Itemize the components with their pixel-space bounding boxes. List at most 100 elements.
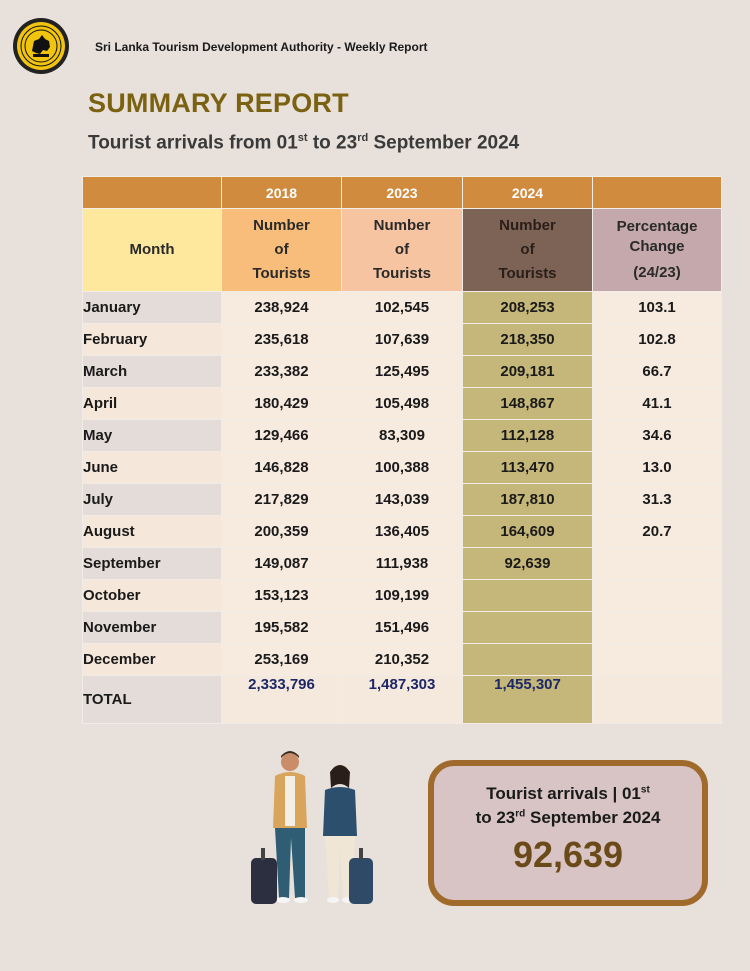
summary-line-2: to 23rd September 2024 [434,808,702,828]
value-2018-cell: 149,087 [221,547,342,580]
total-2023: 1,487,303 [341,675,463,724]
page-title: SUMMARY REPORT [88,88,349,118]
month-cell: February [82,323,222,356]
month-cell: June [82,451,222,484]
percentage-change-header: Percentage Change (24/23) [592,208,722,292]
value-2024-cell [462,643,593,676]
month-cell: July [82,483,222,516]
percentage-change-cell: 31.3 [592,483,722,516]
value-2018-cell: 146,828 [221,451,342,484]
tourists-header-2024: Number of Tourists [462,208,593,292]
sltda-emblem-logo [13,18,69,74]
value-2024-cell: 187,810 [462,483,593,516]
table-row: July 217,829 143,039 187,810 31.3 [82,483,722,516]
table-body: January 238,924 102,545 208,253 103.1 Februar… [82,291,722,676]
value-2023-cell: 100,388 [341,451,463,484]
value-2018-cell: 235,618 [221,323,342,356]
year-header-blank-pct [592,176,722,209]
header-line: (24/23) [633,264,681,281]
value-2023-cell: 83,309 [341,419,463,452]
table-row: October 153,123 109,199 [82,579,722,612]
month-cell: August [82,515,222,548]
table-row: May 129,466 83,309 112,128 34.6 [82,419,722,452]
table-row: April 180,429 105,498 148,867 41.1 [82,387,722,420]
header-line: of [274,241,289,258]
header-line: Number [373,217,431,234]
arrivals-table: 2018 2023 2024 Month Number of Tourists … [82,176,722,724]
percentage-change-cell [592,643,722,676]
percentage-change-cell: 13.0 [592,451,722,484]
month-cell: September [82,547,222,580]
travelers-illustration [251,751,373,904]
header-line: Change [629,238,685,255]
subtitle-mid: to 23 [307,132,358,154]
subtitle-sup1: st [297,132,308,144]
report-org-line: Sri Lanka Tourism Development Authority … [95,40,428,54]
value-2018-cell: 217,829 [221,483,342,516]
value-2024-cell: 164,609 [462,515,593,548]
page-subtitle: Tourist arrivals from 01st to 23rd Septe… [88,132,519,154]
table-row: March 233,382 125,495 209,181 66.7 [82,355,722,388]
percentage-change-cell: 103.1 [592,291,722,324]
value-2018-cell: 200,359 [221,515,342,548]
table-row: December 253,169 210,352 [82,643,722,676]
value-2023-cell: 111,938 [341,547,463,580]
table-row: June 146,828 100,388 113,470 13.0 [82,451,722,484]
summary-box: Tourist arrivals | 01st to 23rd Septembe… [428,760,708,906]
summary-line-1: Tourist arrivals | 01st [434,784,702,804]
total-row: TOTAL 2,333,796 1,487,303 1,455,307 [82,675,722,724]
value-2023-cell: 151,496 [341,611,463,644]
value-2023-cell: 143,039 [341,483,463,516]
subtitle-post: September 2024 [368,132,520,154]
summary-line-1-sup: st [640,784,650,796]
percentage-change-cell: 41.1 [592,387,722,420]
header-line: Percentage [616,218,698,235]
month-column-header: Month [82,208,222,292]
header-line: of [394,241,410,258]
percentage-change-cell: 20.7 [592,515,722,548]
total-2018: 2,333,796 [221,675,342,724]
value-2024-cell [462,579,593,612]
total-label: TOTAL [82,675,222,724]
value-2024-cell: 209,181 [462,355,593,388]
year-header-2024: 2024 [462,176,593,209]
header-line: Tourists [372,265,432,282]
percentage-change-cell: 102.8 [592,323,722,356]
percentage-change-cell: 34.6 [592,419,722,452]
tourists-header-2018: Number of Tourists [221,208,342,292]
month-cell: March [82,355,222,388]
summary-line-1-text: Tourist arrivals | 01 [486,784,641,803]
table-row: November 195,582 151,496 [82,611,722,644]
value-2018-cell: 195,582 [221,611,342,644]
summary-line-2-post: September 2024 [525,808,661,827]
percentage-change-cell: 66.7 [592,355,722,388]
value-2023-cell: 105,498 [341,387,463,420]
percentage-change-cell [592,611,722,644]
month-cell: January [82,291,222,324]
year-header-row: 2018 2023 2024 [82,176,722,209]
header-line: Number [499,217,556,234]
header-line: Tourists [498,265,557,282]
value-2018-cell: 180,429 [221,387,342,420]
year-header-2023: 2023 [341,176,463,209]
value-2024-cell: 218,350 [462,323,593,356]
value-2024-cell: 112,128 [462,419,593,452]
year-header-2018: 2018 [221,176,342,209]
subtitle-pre: Tourist arrivals from 01 [88,132,298,154]
header-line: Tourists [252,265,311,282]
value-2018-cell: 233,382 [221,355,342,388]
tourists-header-2023: Number of Tourists [341,208,463,292]
month-cell: May [82,419,222,452]
value-2023-cell: 125,495 [341,355,463,388]
table-row: August 200,359 136,405 164,609 20.7 [82,515,722,548]
total-2024: 1,455,307 [462,675,593,724]
year-header-blank [82,176,222,209]
value-2024-cell [462,611,593,644]
value-2024-cell: 148,867 [462,387,593,420]
month-cell: November [82,611,222,644]
header-line: Number [253,217,310,234]
month-cell: December [82,643,222,676]
month-cell: October [82,579,222,612]
total-pct-empty [592,675,722,724]
value-2023-cell: 109,199 [341,579,463,612]
